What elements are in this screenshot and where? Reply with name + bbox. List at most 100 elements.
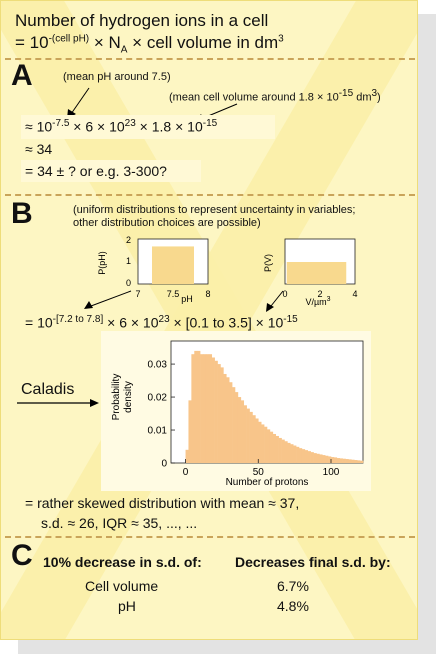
histogram-bar	[214, 360, 218, 463]
histogram-bar	[348, 459, 352, 463]
section-b-letter: B	[11, 197, 33, 230]
histogram-bar	[223, 373, 227, 463]
histogram-bar	[261, 424, 265, 463]
histogram-bar	[220, 367, 224, 463]
histogram-bar	[301, 449, 306, 463]
histogram-bar	[211, 357, 215, 463]
histogram-bar	[255, 418, 259, 463]
histogram-bar	[322, 455, 326, 463]
histogram-ytick-label: 0.02	[148, 393, 168, 404]
histogram-bar	[336, 458, 341, 463]
histogram-bar	[246, 408, 250, 463]
v-ylabel: P(V)	[263, 254, 273, 272]
divider-b	[5, 194, 415, 196]
histogram-bar	[252, 415, 256, 463]
histogram-bar	[342, 458, 346, 463]
ph-distribution-plot: 2 1 0 P(pH) 7 7.5 8 pH	[97, 235, 211, 304]
section-a-letter: A	[11, 59, 33, 92]
histogram-bar	[272, 433, 277, 463]
header-line1: Number of hydrogen ions in a cell	[15, 11, 269, 30]
section-b-arrows	[84, 290, 284, 312]
histogram-bar	[235, 392, 239, 463]
histogram-bar	[243, 405, 247, 463]
section-c-letter: C	[11, 539, 33, 572]
eq3-highlight	[21, 160, 201, 182]
ph-xtick: 7.5	[167, 289, 180, 299]
histogram-bar	[360, 460, 364, 463]
divider-c	[5, 536, 415, 538]
note-uniform-line2: other distribution choices are possible)	[73, 217, 261, 229]
histogram-bar	[316, 453, 320, 463]
histogram-bar	[328, 456, 332, 463]
histogram-bar	[264, 426, 268, 463]
histogram-bar	[226, 377, 230, 463]
histogram-bar	[307, 451, 311, 463]
summary-line2: s.d. ≈ 26, IQR ≈ 35, ..., ...	[41, 515, 198, 531]
histogram-bar	[258, 421, 262, 463]
histogram-xtick-label: 50	[253, 467, 265, 478]
divider-a	[5, 58, 415, 60]
histogram-bar	[293, 445, 297, 463]
row-decrease: 4.8%	[277, 598, 309, 614]
v-xtick: 2	[317, 289, 322, 299]
histogram-bar	[203, 354, 207, 463]
histogram-bar	[281, 439, 285, 463]
histogram-bar	[304, 450, 309, 463]
eq-a-line1: ≈ 10-7.5 × 6 × 1023 × 1.8 × 10-15	[25, 118, 218, 135]
histogram-bar	[319, 454, 323, 463]
histogram-bar	[313, 453, 317, 463]
histogram-ytick-label: 0.03	[148, 360, 168, 371]
histogram-bar	[205, 354, 210, 463]
ph-xlabel: pH	[181, 294, 193, 304]
ph-ytick: 2	[126, 235, 131, 245]
histogram-ylabel-line2: density	[123, 381, 134, 413]
histogram-xtick-label: 0	[183, 467, 189, 478]
histogram-bar	[278, 437, 282, 463]
histogram-bar	[191, 354, 195, 463]
v-uniform-bar	[286, 262, 347, 284]
histogram-ytick-label: 0.01	[148, 426, 168, 437]
eq-a-line2: ≈ 34	[25, 141, 53, 157]
eq-b-line: = 10-[7.2 to 7.8] × 6 × 1023 × [0.1 to 3…	[25, 314, 298, 331]
histogram-bar	[333, 457, 338, 463]
histogram-bar	[269, 431, 274, 463]
histogram-ylabel-line1: Probability	[111, 374, 122, 421]
histogram-bar	[229, 382, 233, 463]
v-xtick: 4	[352, 289, 357, 299]
histogram-bar	[296, 446, 300, 463]
histogram-bar	[200, 354, 204, 463]
histogram-bar	[345, 459, 349, 463]
histogram-bar	[267, 429, 271, 463]
histogram-bar	[299, 448, 303, 463]
row-variable: Cell volume	[85, 578, 159, 594]
col1-header: 10% decrease in s.d. of:	[43, 554, 202, 570]
histogram-bar	[325, 455, 329, 463]
histogram-bar	[331, 457, 335, 463]
note-mean-ph: (mean pH around 7.5)	[63, 71, 171, 83]
histogram-bar	[275, 435, 279, 463]
eq-a-line3: = 34 ± ? or e.g. 3-300?	[25, 163, 167, 179]
ph-uniform-bar	[152, 246, 194, 284]
histogram-xtick-label: 100	[323, 467, 340, 478]
histogram-bar	[240, 400, 245, 463]
histogram-bar	[232, 387, 236, 463]
note-mean-volume: (mean cell volume around 1.8 × 10-15 dm3…	[169, 88, 381, 104]
histogram-bar	[188, 400, 192, 463]
histogram-bar	[284, 441, 288, 463]
row-variable: pH	[118, 598, 136, 614]
figure-card: Number of hydrogen ions in a cell = 10-(…	[0, 0, 418, 640]
v-xlabel: V/µm3	[305, 296, 330, 307]
histogram-bar	[249, 411, 253, 463]
eq1-highlight	[21, 115, 275, 139]
ph-ytick: 0	[126, 278, 131, 288]
row-decrease: 6.7%	[277, 578, 309, 594]
histogram-bar	[290, 444, 294, 463]
histogram-bar	[237, 397, 242, 463]
histogram-bar	[339, 458, 343, 463]
ph-ylabel: P(pH)	[97, 251, 107, 275]
summary-line1: = rather skewed distribution with mean ≈…	[25, 495, 300, 511]
histogram-bar	[194, 350, 198, 463]
histogram-bar	[351, 459, 355, 463]
caladis-label: Caladis	[21, 381, 75, 398]
